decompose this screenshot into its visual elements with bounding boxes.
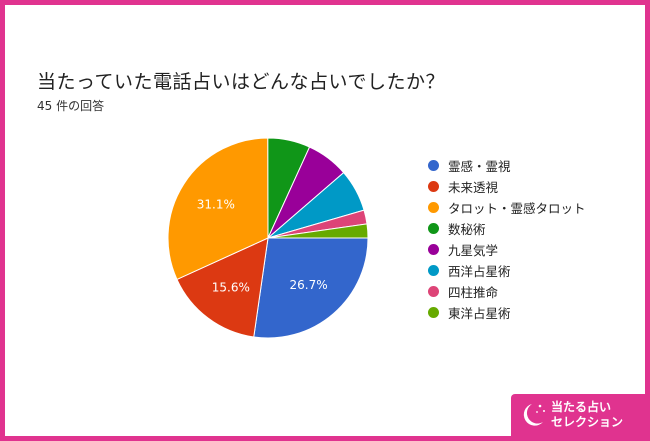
legend-label: 霊感・霊視 xyxy=(448,159,511,174)
legend-label: 四柱推命 xyxy=(448,285,499,300)
legend-label: 東洋占星術 xyxy=(448,306,511,321)
response-count: 45 件の回答 xyxy=(37,99,105,113)
legend-swatch xyxy=(428,244,439,255)
pie-slice xyxy=(176,237,269,338)
crescent-moon-icon xyxy=(523,404,545,426)
legend-item: 西洋占星術 xyxy=(428,260,586,281)
brand-badge: 当たる占い セレクション xyxy=(511,394,645,436)
legend-label: 未来透視 xyxy=(448,180,499,195)
slice-value-label: 15.6% xyxy=(212,281,250,295)
legend-item: 未来透視 xyxy=(428,176,586,197)
legend-item: 九星気学 xyxy=(428,239,586,260)
pie-chart: 26.7% 15.6% 31.1% xyxy=(167,137,369,339)
legend-swatch xyxy=(428,223,439,234)
legend-swatch xyxy=(428,181,439,192)
legend-item: 数秘術 xyxy=(428,218,586,239)
legend-swatch xyxy=(428,307,439,318)
legend-label: 西洋占星術 xyxy=(448,264,511,279)
legend-item: 東洋占星術 xyxy=(428,302,586,323)
legend-label: 数秘術 xyxy=(448,222,486,237)
chart-legend: 霊感・霊視未来透視タロット・霊感タロット 数秘術九星気学西洋占星術四柱推命東洋占星… xyxy=(428,155,586,323)
chart-title: 当たっていた電話占いはどんな占いでしたか？ xyxy=(37,71,445,93)
legend-item: 四柱推命 xyxy=(428,281,586,302)
legend-item: 霊感・霊視 xyxy=(428,155,586,176)
legend-label: タロット・霊感タロット xyxy=(448,201,586,216)
legend-item: タロット・霊感タロット xyxy=(428,197,586,218)
legend-swatch xyxy=(428,286,439,297)
pie-slice xyxy=(267,223,369,239)
pie-slice xyxy=(253,237,369,339)
legend-swatch xyxy=(428,265,439,276)
badge-line-1: 当たる占い xyxy=(551,400,612,414)
pie-slice xyxy=(167,137,269,281)
slice-value-label: 26.7% xyxy=(290,278,328,292)
legend-swatch xyxy=(428,160,439,171)
legend-label: 九星気学 xyxy=(448,243,499,258)
badge-line-2: セレクション xyxy=(551,415,624,429)
legend-swatch xyxy=(428,202,439,213)
slice-value-label: 31.1% xyxy=(197,197,235,211)
